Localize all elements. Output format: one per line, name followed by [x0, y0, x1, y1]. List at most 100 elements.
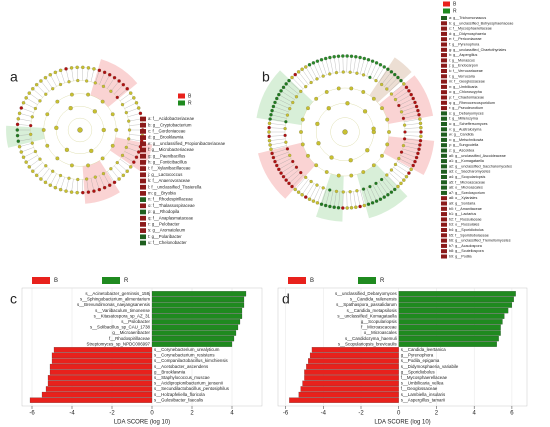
- node: [43, 75, 48, 80]
- branch: [17, 124, 31, 126]
- taxon-label: e: g__unclassified_Propionibacteriaceae: [148, 141, 226, 146]
- taxon-label: e: f__Periconiaceae: [449, 37, 482, 41]
- node: [281, 174, 286, 179]
- legend-swatch: [443, 1, 450, 7]
- node: [132, 96, 136, 100]
- category-label: s__Acinetobacter_gerninsis_158j: [85, 291, 150, 296]
- node: [67, 80, 71, 84]
- taxon-swatch: [441, 31, 447, 36]
- node: [370, 201, 375, 205]
- node: [115, 95, 119, 100]
- x-axis-label: LDA SCORE (log 10): [114, 420, 170, 426]
- node: [382, 195, 386, 199]
- branch: [280, 164, 295, 174]
- node: [401, 143, 406, 148]
- bar: [309, 352, 399, 359]
- branch: [50, 173, 57, 186]
- taxon-swatch: [441, 84, 447, 89]
- node: [285, 113, 290, 117]
- bar: [47, 380, 153, 387]
- node: [324, 170, 329, 174]
- node: [121, 173, 126, 178]
- node: [17, 111, 22, 116]
- bar: [398, 341, 497, 347]
- node: [345, 206, 349, 210]
- node: [404, 85, 409, 90]
- node: [316, 141, 321, 146]
- taxon-label: a0: g__unclassified_Ascoideaceae: [449, 154, 506, 158]
- branch: [99, 175, 105, 188]
- node: [39, 79, 43, 83]
- bar: [151, 335, 235, 342]
- node: [124, 111, 128, 115]
- node: [407, 89, 411, 93]
- taxon-swatch: [441, 63, 447, 68]
- taxon-swatch: [441, 254, 447, 259]
- branch: [26, 155, 38, 163]
- branch: [401, 106, 417, 112]
- node: [58, 187, 63, 192]
- branch: [305, 66, 315, 81]
- branch: [329, 57, 334, 74]
- category-label: s__unclassified_Debaryomyces: [335, 291, 398, 296]
- taxon-label: a: f__Acidobacteriaceae: [148, 116, 195, 121]
- taxon-label: h: g__Fonticibacillus: [148, 160, 187, 165]
- node: [89, 148, 94, 154]
- bar: [151, 324, 239, 331]
- node: [409, 167, 413, 172]
- branch: [103, 173, 110, 186]
- branch: [398, 98, 414, 106]
- node: [324, 90, 329, 94]
- bar: [398, 324, 501, 331]
- branch: [389, 80, 402, 92]
- branch: [403, 114, 420, 119]
- branch: [349, 56, 352, 73]
- taxon-swatch: [441, 185, 447, 190]
- taxon-label: b1: g__Lactarius: [449, 212, 476, 216]
- node: [19, 106, 23, 110]
- category-label: f__Geoglossaceae: [401, 386, 438, 391]
- node: [385, 117, 390, 122]
- bar: [151, 341, 233, 347]
- node: [328, 55, 332, 60]
- x-tick-label: -4: [321, 411, 327, 417]
- branch: [36, 165, 46, 176]
- node: [38, 99, 42, 103]
- node: [138, 111, 143, 116]
- node: [100, 156, 105, 161]
- category-label: g__Brooklawnia: [154, 369, 186, 374]
- node: [326, 106, 331, 111]
- node: [336, 206, 341, 210]
- node: [24, 160, 28, 164]
- node: [19, 150, 23, 154]
- branch: [71, 179, 74, 193]
- node: [127, 119, 131, 123]
- branch: [23, 102, 36, 109]
- category-label: s__Aspergillus_tamarii: [401, 397, 445, 402]
- taxon-label: a5: f__Microascaceae: [449, 180, 485, 184]
- branch: [32, 162, 43, 172]
- branch: [126, 107, 139, 113]
- taxon-label: o: g__Chloroscypha: [449, 90, 483, 94]
- node: [269, 113, 273, 117]
- node: [86, 92, 90, 97]
- node: [268, 117, 272, 121]
- legend-label: R: [453, 8, 457, 14]
- ring: [67, 117, 93, 143]
- branch: [288, 172, 301, 184]
- bar: [151, 313, 243, 319]
- branch: [270, 118, 286, 122]
- taxon-label: t: g__Polaribacter: [148, 234, 182, 239]
- category-label: s__Sphingobacterium_alimentarium: [80, 297, 150, 302]
- branch: [401, 152, 417, 158]
- taxon-swatch: [441, 106, 447, 111]
- branch: [124, 102, 137, 109]
- node: [328, 72, 332, 76]
- taxon-label: i: g__Monascus: [449, 58, 475, 62]
- node: [418, 117, 422, 121]
- node: [354, 55, 358, 59]
- taxon-swatch: [441, 159, 447, 164]
- taxon-label: y: g__Sungouiella: [449, 143, 479, 147]
- branch: [334, 191, 337, 208]
- branch: [403, 145, 420, 150]
